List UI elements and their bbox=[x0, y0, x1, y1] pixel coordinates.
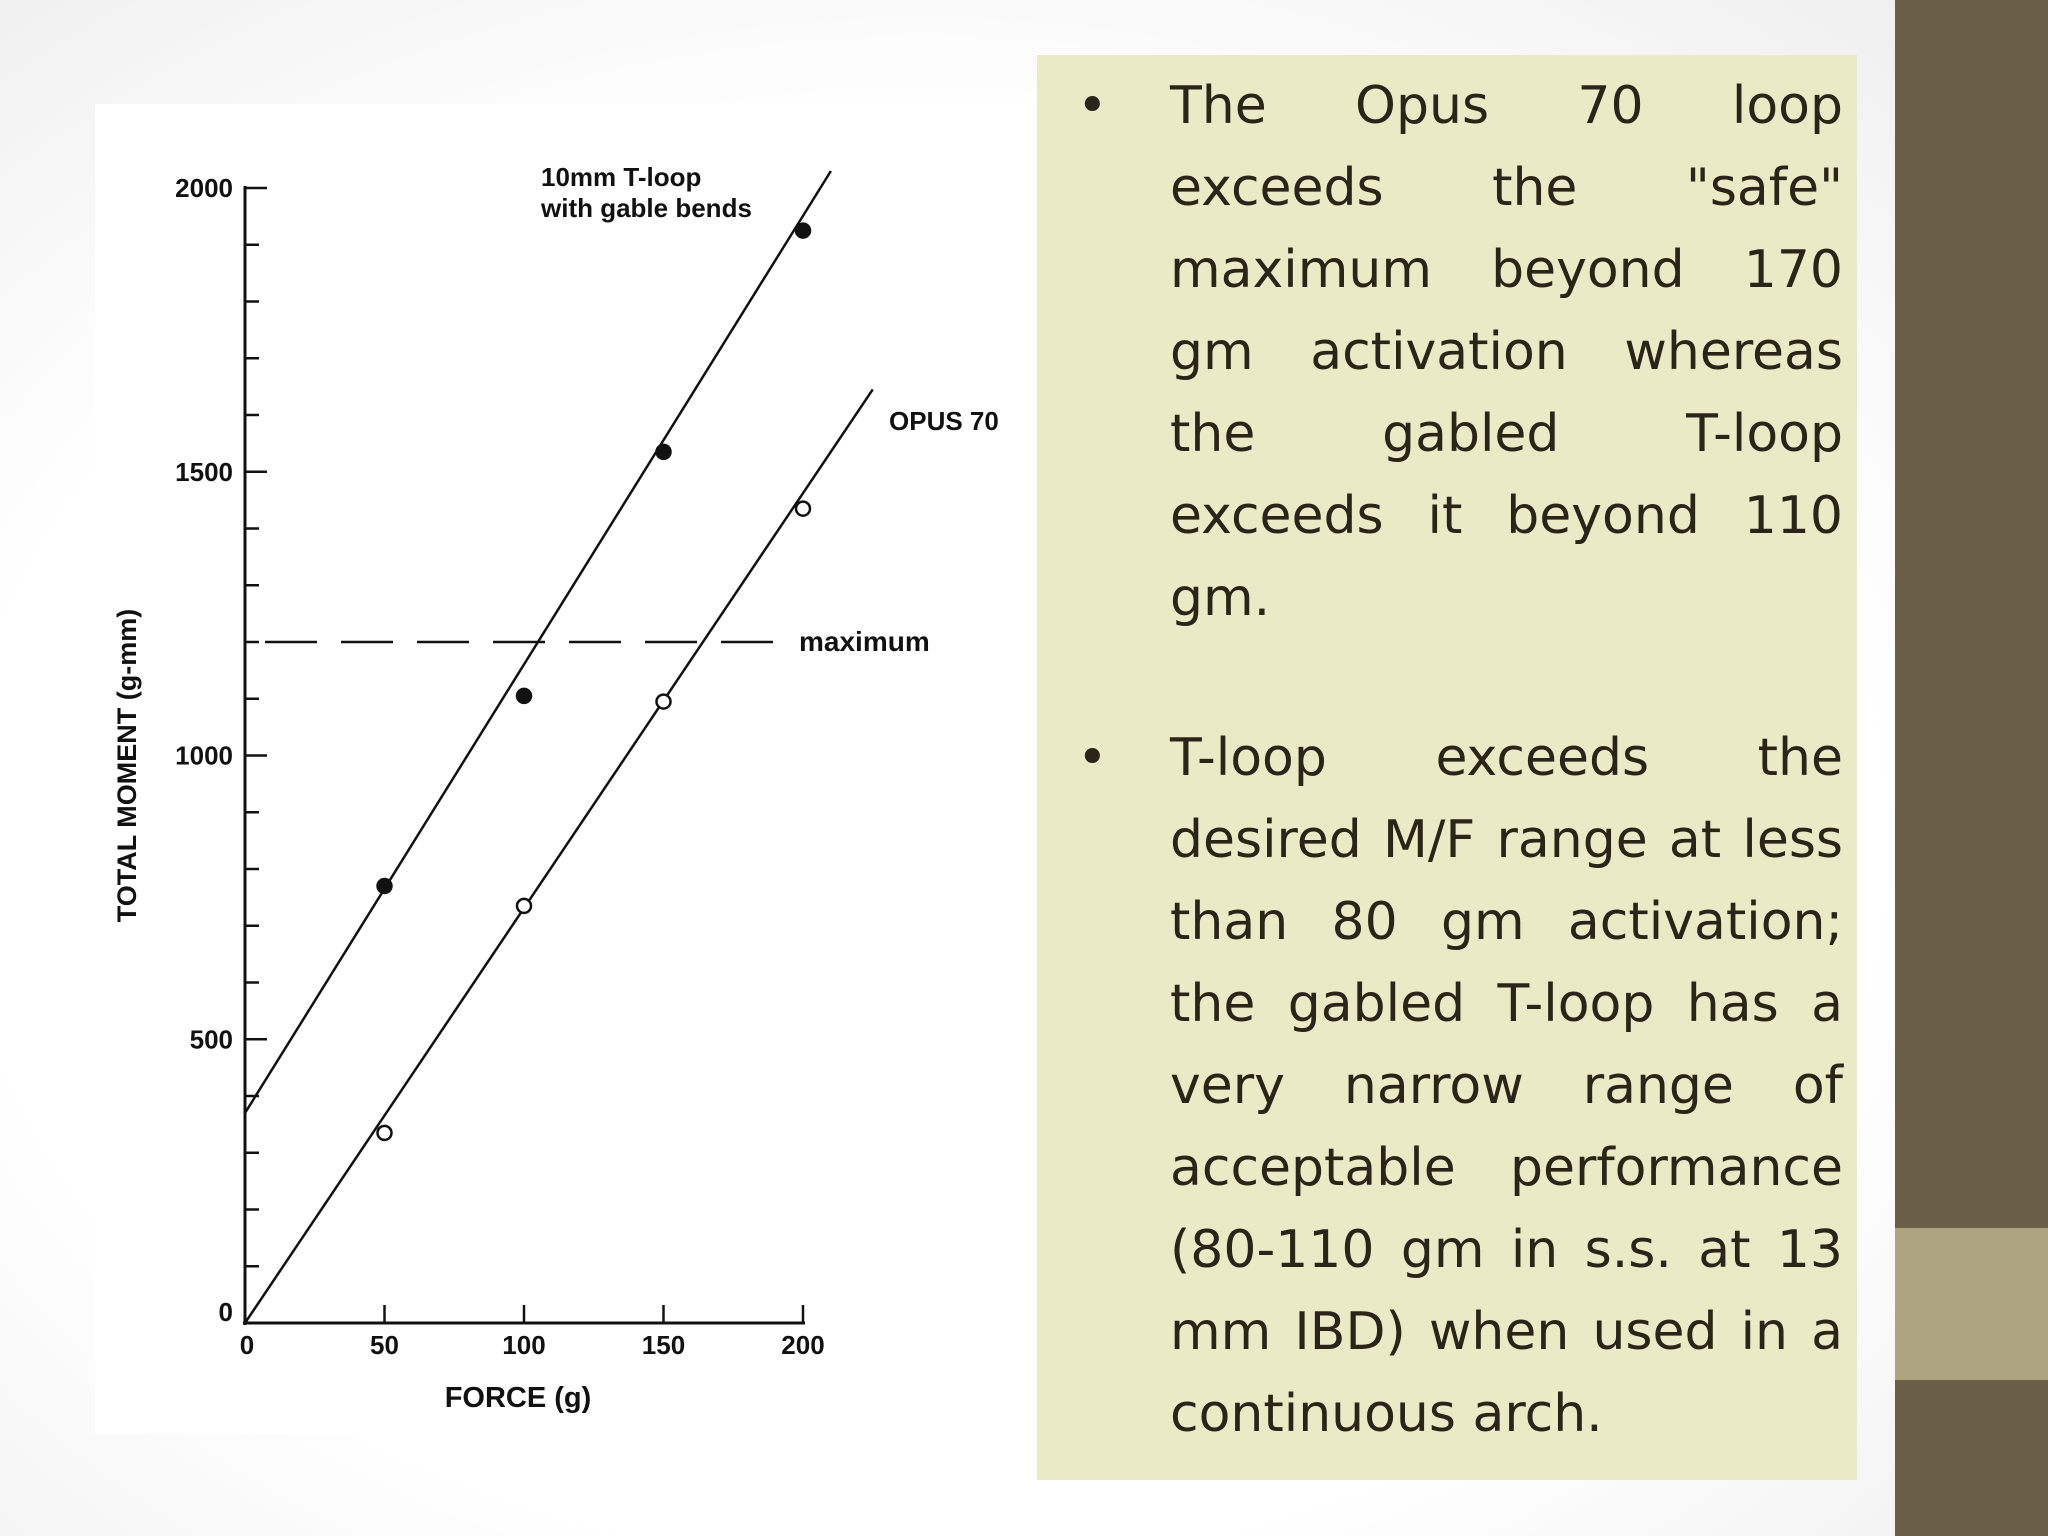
y-axis-label: TOTAL MOMENT (g-mm) bbox=[112, 609, 142, 922]
x-tick-label: 100 bbox=[502, 1330, 545, 1360]
gabled-t-loop-data-point bbox=[794, 222, 812, 239]
x-tick-label: 150 bbox=[642, 1330, 685, 1360]
y-tick-label: 1000 bbox=[175, 741, 233, 771]
opus-70-data-point bbox=[376, 1124, 393, 1142]
bullet-text-1: The Opus 70 loop exceeds the "safe" maxi… bbox=[1170, 76, 1843, 628]
y-tick-label: 500 bbox=[190, 1024, 233, 1054]
bullet-item-2: • T-loop exceeds the desired M/F range a… bbox=[1055, 717, 1843, 1455]
x-tick-label: 50 bbox=[370, 1330, 399, 1360]
bullet-list: • The Opus 70 loop exceeds the "safe" ma… bbox=[1055, 65, 1843, 1455]
y-tick-label: 1500 bbox=[175, 457, 233, 487]
x-tick-label: 200 bbox=[781, 1330, 824, 1360]
opus-70-data-point bbox=[515, 897, 533, 915]
x-axis-label: FORCE (g) bbox=[445, 1382, 592, 1414]
opus-70-data-point bbox=[655, 693, 672, 710]
y-tick-label: 2000 bbox=[175, 173, 233, 203]
bullet-item-1: • The Opus 70 loop exceeds the "safe" ma… bbox=[1055, 65, 1843, 639]
gabled-t-loop-data-point bbox=[376, 877, 393, 895]
gabled-t-loop-fit-line bbox=[243, 170, 832, 1114]
gabled-t-loop-data-point bbox=[655, 443, 672, 461]
maximum-label: maximum bbox=[799, 626, 930, 657]
chart-figure: 0 500 1000 1500 2000 0 50 100 150 200 FORCE (g) TOT… bbox=[95, 104, 1041, 1434]
bullet-symbol: • bbox=[1077, 76, 1108, 136]
decorative-side-bar-accent bbox=[1895, 1228, 2048, 1380]
opus-70-series-label: OPUS 70 bbox=[889, 406, 999, 436]
x-tick-label: 0 bbox=[240, 1330, 254, 1360]
bullet-text-2: T-loop exceeds the desired M/F range at … bbox=[1170, 728, 1843, 1444]
y-tick-label: 0 bbox=[219, 1297, 233, 1327]
text-panel: • The Opus 70 loop exceeds the "safe" ma… bbox=[1037, 55, 1857, 1480]
opus-70-fit-line bbox=[243, 388, 874, 1324]
opus-70-data-point bbox=[794, 500, 812, 517]
gabled-t-loop-data-point bbox=[515, 687, 533, 705]
moment-force-chart: 0 500 1000 1500 2000 0 50 100 150 200 FORCE (g) TOT… bbox=[112, 162, 999, 1414]
gabled-t-loop-series-label: with gable bends bbox=[540, 193, 752, 223]
bullet-symbol: • bbox=[1077, 728, 1108, 788]
gabled-t-loop-series-label: 10mm T-loop bbox=[541, 162, 701, 192]
